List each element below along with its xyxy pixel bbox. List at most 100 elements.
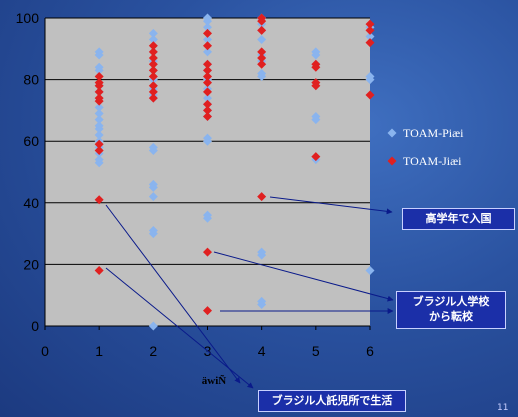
annotation-arrows [105, 196, 394, 389]
data-point-jiae [365, 38, 375, 48]
data-point-jiae [148, 59, 158, 69]
x-tick-label: 0 [41, 343, 49, 359]
data-point-jiae [94, 72, 104, 82]
data-point-jiae [203, 65, 212, 75]
legend-marker [387, 128, 397, 138]
data-point-piae [311, 115, 321, 125]
data-point-piae [94, 65, 104, 75]
data-point-jiae [148, 47, 158, 57]
data-point-jiae [203, 59, 212, 69]
data-point-piae [365, 31, 375, 41]
data-point-jiae [257, 53, 267, 63]
data-point-jiae [148, 87, 158, 97]
data-point-piae [203, 22, 212, 32]
data-point-jiae [203, 99, 212, 109]
x-tick-label: 2 [149, 343, 157, 359]
legend-label: TOAM-Jiæi [403, 154, 462, 168]
data-point-piae [94, 115, 104, 125]
data-point-jiae [203, 78, 212, 88]
data-point-piae [94, 130, 104, 140]
data-point-piae [148, 35, 158, 45]
data-point-jiae [203, 105, 212, 115]
y-tick-label: 20 [23, 256, 39, 272]
data-point-jiae [257, 59, 267, 69]
data-point-jiae [365, 19, 375, 29]
x-axis-label: äwiÑ [202, 375, 227, 387]
data-point-jiae [203, 72, 212, 82]
data-point-jiae [94, 266, 104, 276]
x-tick-label: 6 [366, 343, 374, 359]
data-point-piae [203, 136, 212, 146]
data-point-piae [148, 182, 158, 192]
data-point-piae [257, 72, 267, 82]
data-point-jiae [148, 72, 158, 82]
callout-upper-grades: 高学年で入国 [402, 208, 515, 230]
data-point-piae [148, 145, 158, 155]
data-point-piae [257, 299, 267, 309]
data-point-piae [148, 229, 158, 239]
data-point-jiae [203, 112, 212, 122]
y-tick-label: 0 [31, 318, 39, 334]
data-point-piae [311, 50, 321, 60]
callout-brazilian-daycare: ブラジル人託児所で生活 [258, 390, 406, 412]
data-point-piae [148, 28, 158, 38]
x-tick-label: 1 [95, 343, 103, 359]
legend: TOAM-Piæi TOAM-Jiæi [387, 126, 464, 168]
data-point-piae [257, 35, 267, 45]
data-point-piae [203, 35, 212, 45]
data-point-jiae [311, 81, 321, 91]
data-point-jiae [148, 81, 158, 91]
data-point-jiae [311, 152, 321, 162]
data-points [94, 13, 375, 331]
data-point-jiae [203, 28, 212, 38]
slide-number: 11 [497, 403, 509, 413]
data-point-jiae [203, 306, 212, 316]
y-tick-label: 60 [23, 133, 39, 149]
data-point-piae [203, 47, 212, 57]
data-point-jiae [203, 247, 212, 257]
data-point-piae [148, 321, 158, 331]
callout-brazilian-school-line1: ブラジル人学校 [412, 295, 490, 308]
data-point-piae [94, 102, 104, 112]
data-point-jiae [311, 62, 321, 72]
y-tick-label: 100 [16, 10, 40, 26]
data-point-piae [94, 158, 104, 168]
callout-brazilian-school: ブラジル人学校 から転校 [396, 291, 506, 329]
data-point-jiae [94, 87, 104, 97]
x-tick-label: 4 [258, 343, 266, 359]
data-point-jiae [365, 90, 375, 100]
data-point-jiae [148, 53, 158, 63]
data-point-piae [203, 93, 212, 103]
data-point-jiae [257, 47, 267, 57]
legend-label: TOAM-Piæi [403, 126, 464, 140]
data-point-piae [203, 16, 212, 26]
y-tick-label: 40 [23, 195, 39, 211]
data-point-piae [94, 124, 104, 134]
x-tick-label: 5 [312, 343, 320, 359]
y-tick-label: 80 [23, 72, 39, 88]
data-point-jiae [94, 195, 104, 205]
data-point-jiae [94, 145, 104, 155]
arrow-daycare-2 [105, 267, 254, 389]
data-point-piae [203, 213, 212, 223]
arrow-daycare-1 [105, 204, 241, 384]
data-point-piae [365, 266, 375, 276]
data-point-jiae [203, 87, 212, 97]
legend-marker [387, 156, 397, 166]
data-point-piae [365, 75, 375, 85]
data-point-piae [148, 192, 158, 202]
data-point-jiae [257, 192, 267, 202]
data-point-jiae [257, 25, 267, 35]
data-point-piae [257, 250, 267, 260]
arrow-upper-grades [269, 196, 393, 215]
data-point-jiae [203, 41, 212, 51]
data-point-jiae [148, 93, 158, 103]
data-point-jiae [94, 81, 104, 91]
data-point-jiae [257, 16, 267, 26]
data-point-piae [94, 108, 104, 118]
data-point-jiae [148, 41, 158, 51]
arrow-brazilian-school-1 [213, 251, 394, 302]
data-point-piae [94, 50, 104, 60]
